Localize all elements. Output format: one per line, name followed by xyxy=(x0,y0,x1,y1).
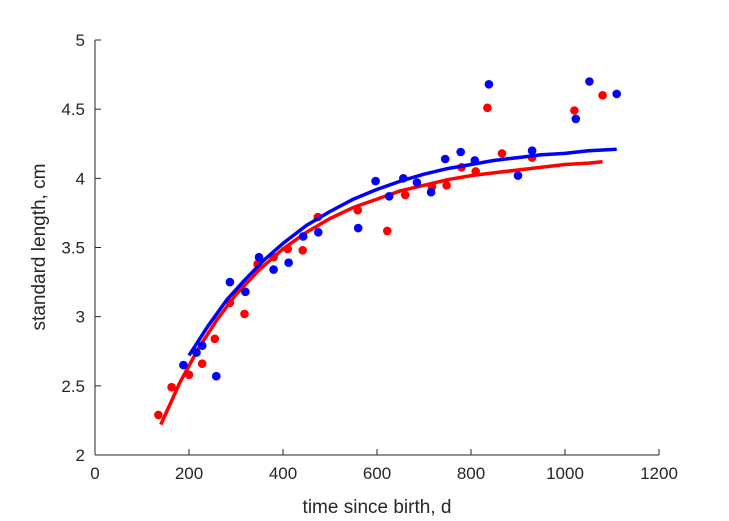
data-point-blue xyxy=(212,371,221,381)
data-point-blue xyxy=(371,176,380,186)
x-axis-label: time since birth, d xyxy=(303,497,452,518)
data-point-blue xyxy=(298,232,308,241)
data-point-red xyxy=(471,167,481,176)
y-axis-label: standard length, cm xyxy=(29,164,50,331)
plot-area xyxy=(154,77,621,426)
data-point-red xyxy=(383,226,392,236)
data-point-blue xyxy=(314,228,323,237)
fit-line-red xyxy=(159,159,603,426)
data-point-red xyxy=(167,382,176,392)
data-point-blue xyxy=(353,223,363,233)
y-tick-label: 5 xyxy=(76,31,85,50)
data-point-blue xyxy=(384,192,394,201)
fit-line-blue xyxy=(187,147,617,357)
y-tick-label: 2.5 xyxy=(61,377,85,396)
axes: 0 200 400 600 800 1000 1200 2 2.5 3 3.5 4 4.5 5 xyxy=(61,31,678,483)
data-point-red xyxy=(197,359,207,369)
data-point-red xyxy=(442,181,451,190)
data-point-blue xyxy=(412,178,422,187)
x-tick-label: 1200 xyxy=(640,464,678,483)
data-point-red xyxy=(283,244,293,254)
data-point-blue xyxy=(254,252,264,262)
data-point-blue xyxy=(513,171,523,180)
data-point-blue xyxy=(585,77,594,86)
data-point-blue xyxy=(192,348,201,357)
data-point-blue xyxy=(284,258,293,268)
data-point-red xyxy=(570,106,579,115)
data-point-blue xyxy=(241,287,250,297)
data-point-red xyxy=(240,309,249,319)
data-point-blue xyxy=(179,360,188,370)
data-point-blue xyxy=(470,156,480,165)
data-point-blue xyxy=(269,265,278,274)
data-point-blue xyxy=(399,174,408,183)
x-tick-label: 0 xyxy=(90,464,99,483)
y-tick-label: 4.5 xyxy=(61,100,85,119)
x-tick-label: 1000 xyxy=(546,464,584,483)
data-point-red xyxy=(598,91,607,100)
data-point-red xyxy=(400,190,410,200)
data-point-blue xyxy=(225,277,235,287)
x-tick-label: 800 xyxy=(457,464,485,483)
data-point-blue xyxy=(440,154,450,164)
data-point-red xyxy=(210,334,220,344)
data-point-blue xyxy=(197,341,207,351)
data-point-red xyxy=(154,410,163,420)
data-point-blue xyxy=(426,187,436,197)
data-point-red xyxy=(184,370,194,380)
y-tick-label: 2 xyxy=(76,446,85,465)
data-point-blue xyxy=(571,114,581,124)
x-tick-label: 200 xyxy=(175,464,203,483)
data-point-blue xyxy=(612,89,621,99)
data-point-red xyxy=(497,149,507,158)
data-point-blue xyxy=(456,147,466,157)
data-point-red xyxy=(298,246,308,255)
y-tick-label: 3.5 xyxy=(61,239,85,258)
y-tick-label: 3 xyxy=(76,308,85,327)
data-point-red xyxy=(483,103,492,113)
axis-labels: time since birth, d standard length, cm xyxy=(29,164,451,518)
data-point-blue xyxy=(484,80,494,89)
data-point-red xyxy=(353,205,363,215)
data-point-blue xyxy=(527,146,537,155)
x-tick-label: 400 xyxy=(269,464,297,483)
x-tick-label: 600 xyxy=(363,464,391,483)
y-tick-label: 4 xyxy=(76,169,85,188)
